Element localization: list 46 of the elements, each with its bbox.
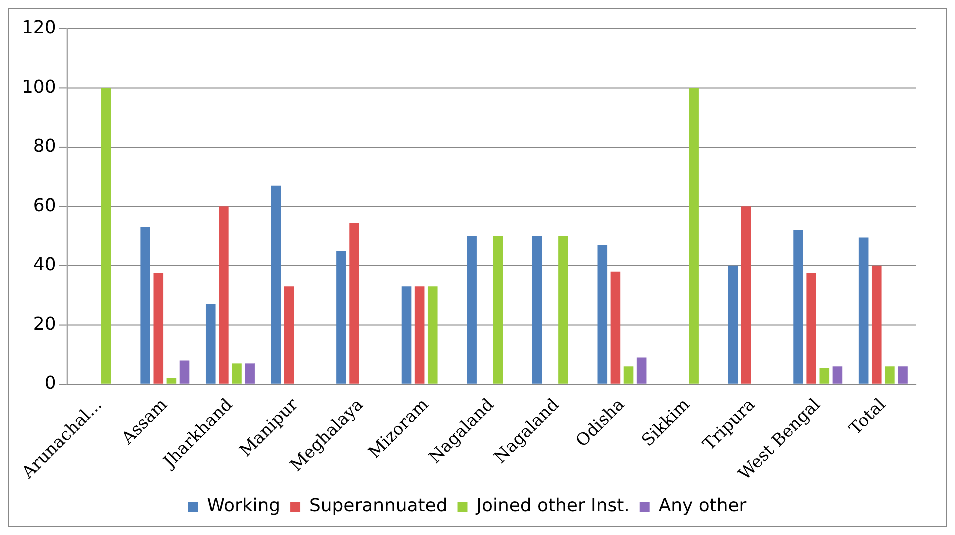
bar [872,266,882,384]
bar [336,251,346,384]
bar [350,222,360,384]
bar [284,286,294,384]
y-tick-label: 0 [44,373,56,394]
legend-label: Joined other Inst. [476,496,630,517]
bar [794,230,804,384]
bar [245,364,255,384]
bar [610,272,621,384]
bar [402,286,412,384]
bar [140,227,150,384]
y-tick-label: 40 [33,254,56,276]
bar [166,378,177,384]
bar [558,236,568,384]
bar [154,273,164,384]
bar [885,366,895,384]
y-tick-label: 20 [33,314,56,335]
y-tick-label: 100 [22,76,56,98]
legend-label: Any other [658,496,748,517]
legend-label: Superannuated [310,496,448,517]
bar [624,366,634,384]
bar [728,266,738,384]
bar [271,186,282,384]
y-tick-label: 120 [22,18,56,39]
y-tick-label: 80 [33,136,56,158]
bar [741,206,752,384]
bar [232,364,242,384]
bar [180,360,190,384]
bar [689,88,699,384]
bar [102,88,112,384]
bar [832,366,843,384]
y-tick-label: 60 [33,195,56,216]
bar [493,236,504,384]
bar [636,358,647,384]
bar [219,206,229,384]
bar [414,286,425,384]
bar [532,236,542,384]
bar [467,236,477,384]
bar [206,304,216,384]
bar [806,273,816,384]
bar [428,286,438,384]
bar [820,368,830,384]
bar [858,238,869,384]
bar [598,245,608,384]
legend-label: Working [207,496,281,517]
bar [898,366,908,384]
